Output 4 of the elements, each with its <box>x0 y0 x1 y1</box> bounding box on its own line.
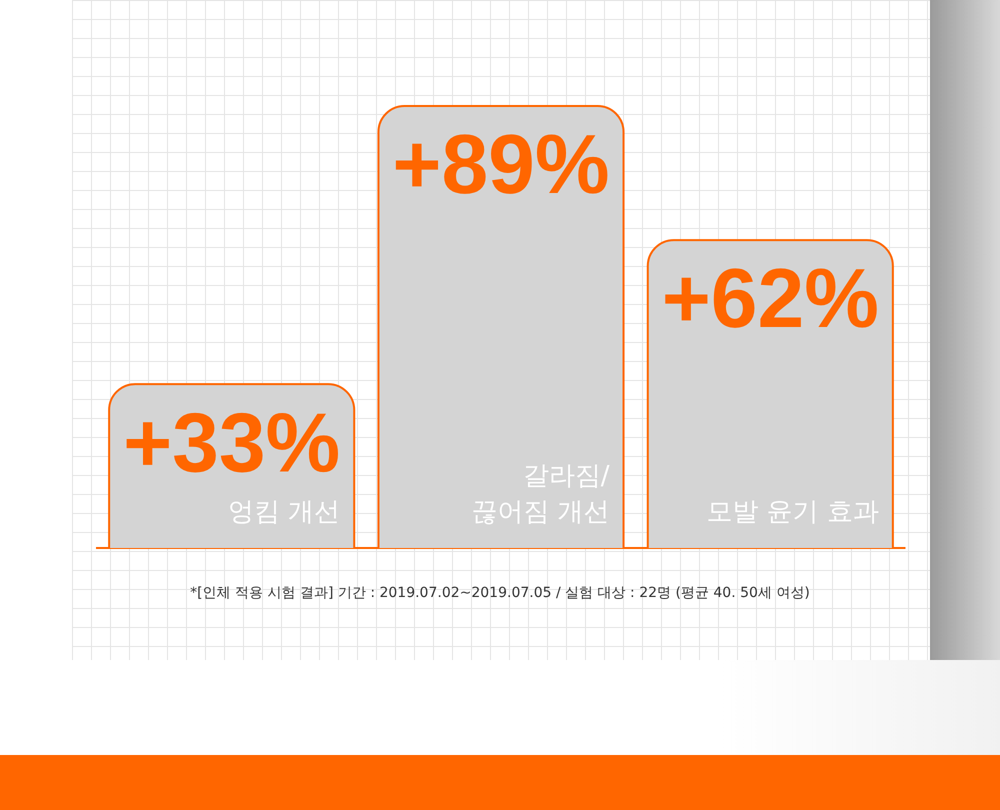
data-label: +89% <box>392 117 610 212</box>
data-label: +62% <box>662 251 879 346</box>
data-label: +33% <box>123 395 340 490</box>
text: *[인체 적용 시험 결과] 기간 : 2019.07.02~2019.07.05 / 실험 대상 : 22명 (평균 40. 50세 여성) <box>189 584 811 602</box>
